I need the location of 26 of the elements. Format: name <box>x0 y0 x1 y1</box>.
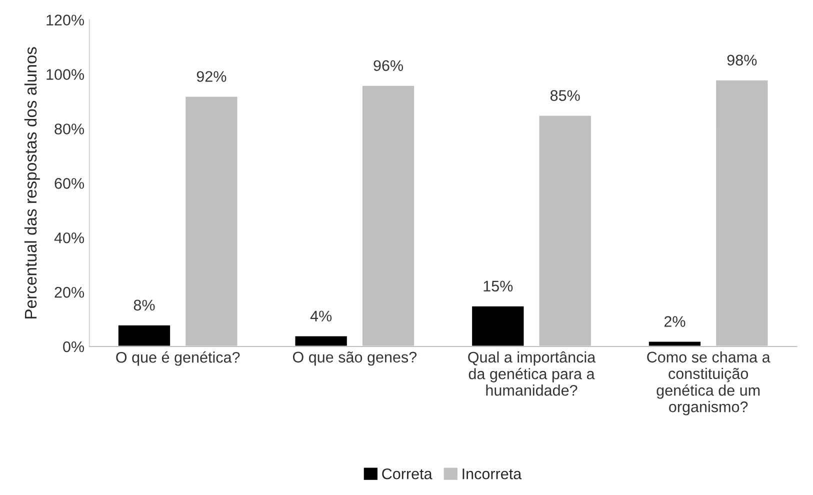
legend-label: Correta <box>382 468 432 480</box>
bar <box>294 334 348 346</box>
y-axis-title: Percentual das respostas dos alunos <box>24 47 40 318</box>
x-tick-label: Como se chama a constituição genética de um organismo? <box>647 351 770 416</box>
x-tick-label: O que são genes? <box>292 351 417 366</box>
data-label: 15% <box>484 280 513 292</box>
data-label: 85% <box>550 90 580 101</box>
data-label: 96% <box>374 60 404 72</box>
x-tick-label: O que é genética? <box>116 351 240 366</box>
data-label: 92% <box>196 71 226 82</box>
data-label: 98% <box>727 54 757 66</box>
data-label: 2% <box>664 316 686 327</box>
y-tick-label: 60% <box>54 178 84 189</box>
x-tick-label: Qual a importância da genética para a humanidade? <box>468 351 596 396</box>
y-tick-label: 80% <box>54 124 84 134</box>
bar <box>470 304 526 346</box>
data-label: 8% <box>134 300 155 311</box>
bar <box>117 324 172 346</box>
legend-label: Incorreta <box>462 468 522 480</box>
y-tick-label: 20% <box>54 286 84 298</box>
y-tick-label: 100% <box>46 69 84 80</box>
y-tick-label: 0% <box>63 341 84 352</box>
data-label: 4% <box>310 310 332 322</box>
y-tick-label: 40% <box>54 232 84 244</box>
bar <box>648 340 702 346</box>
y-tick-label: 120% <box>46 14 84 26</box>
